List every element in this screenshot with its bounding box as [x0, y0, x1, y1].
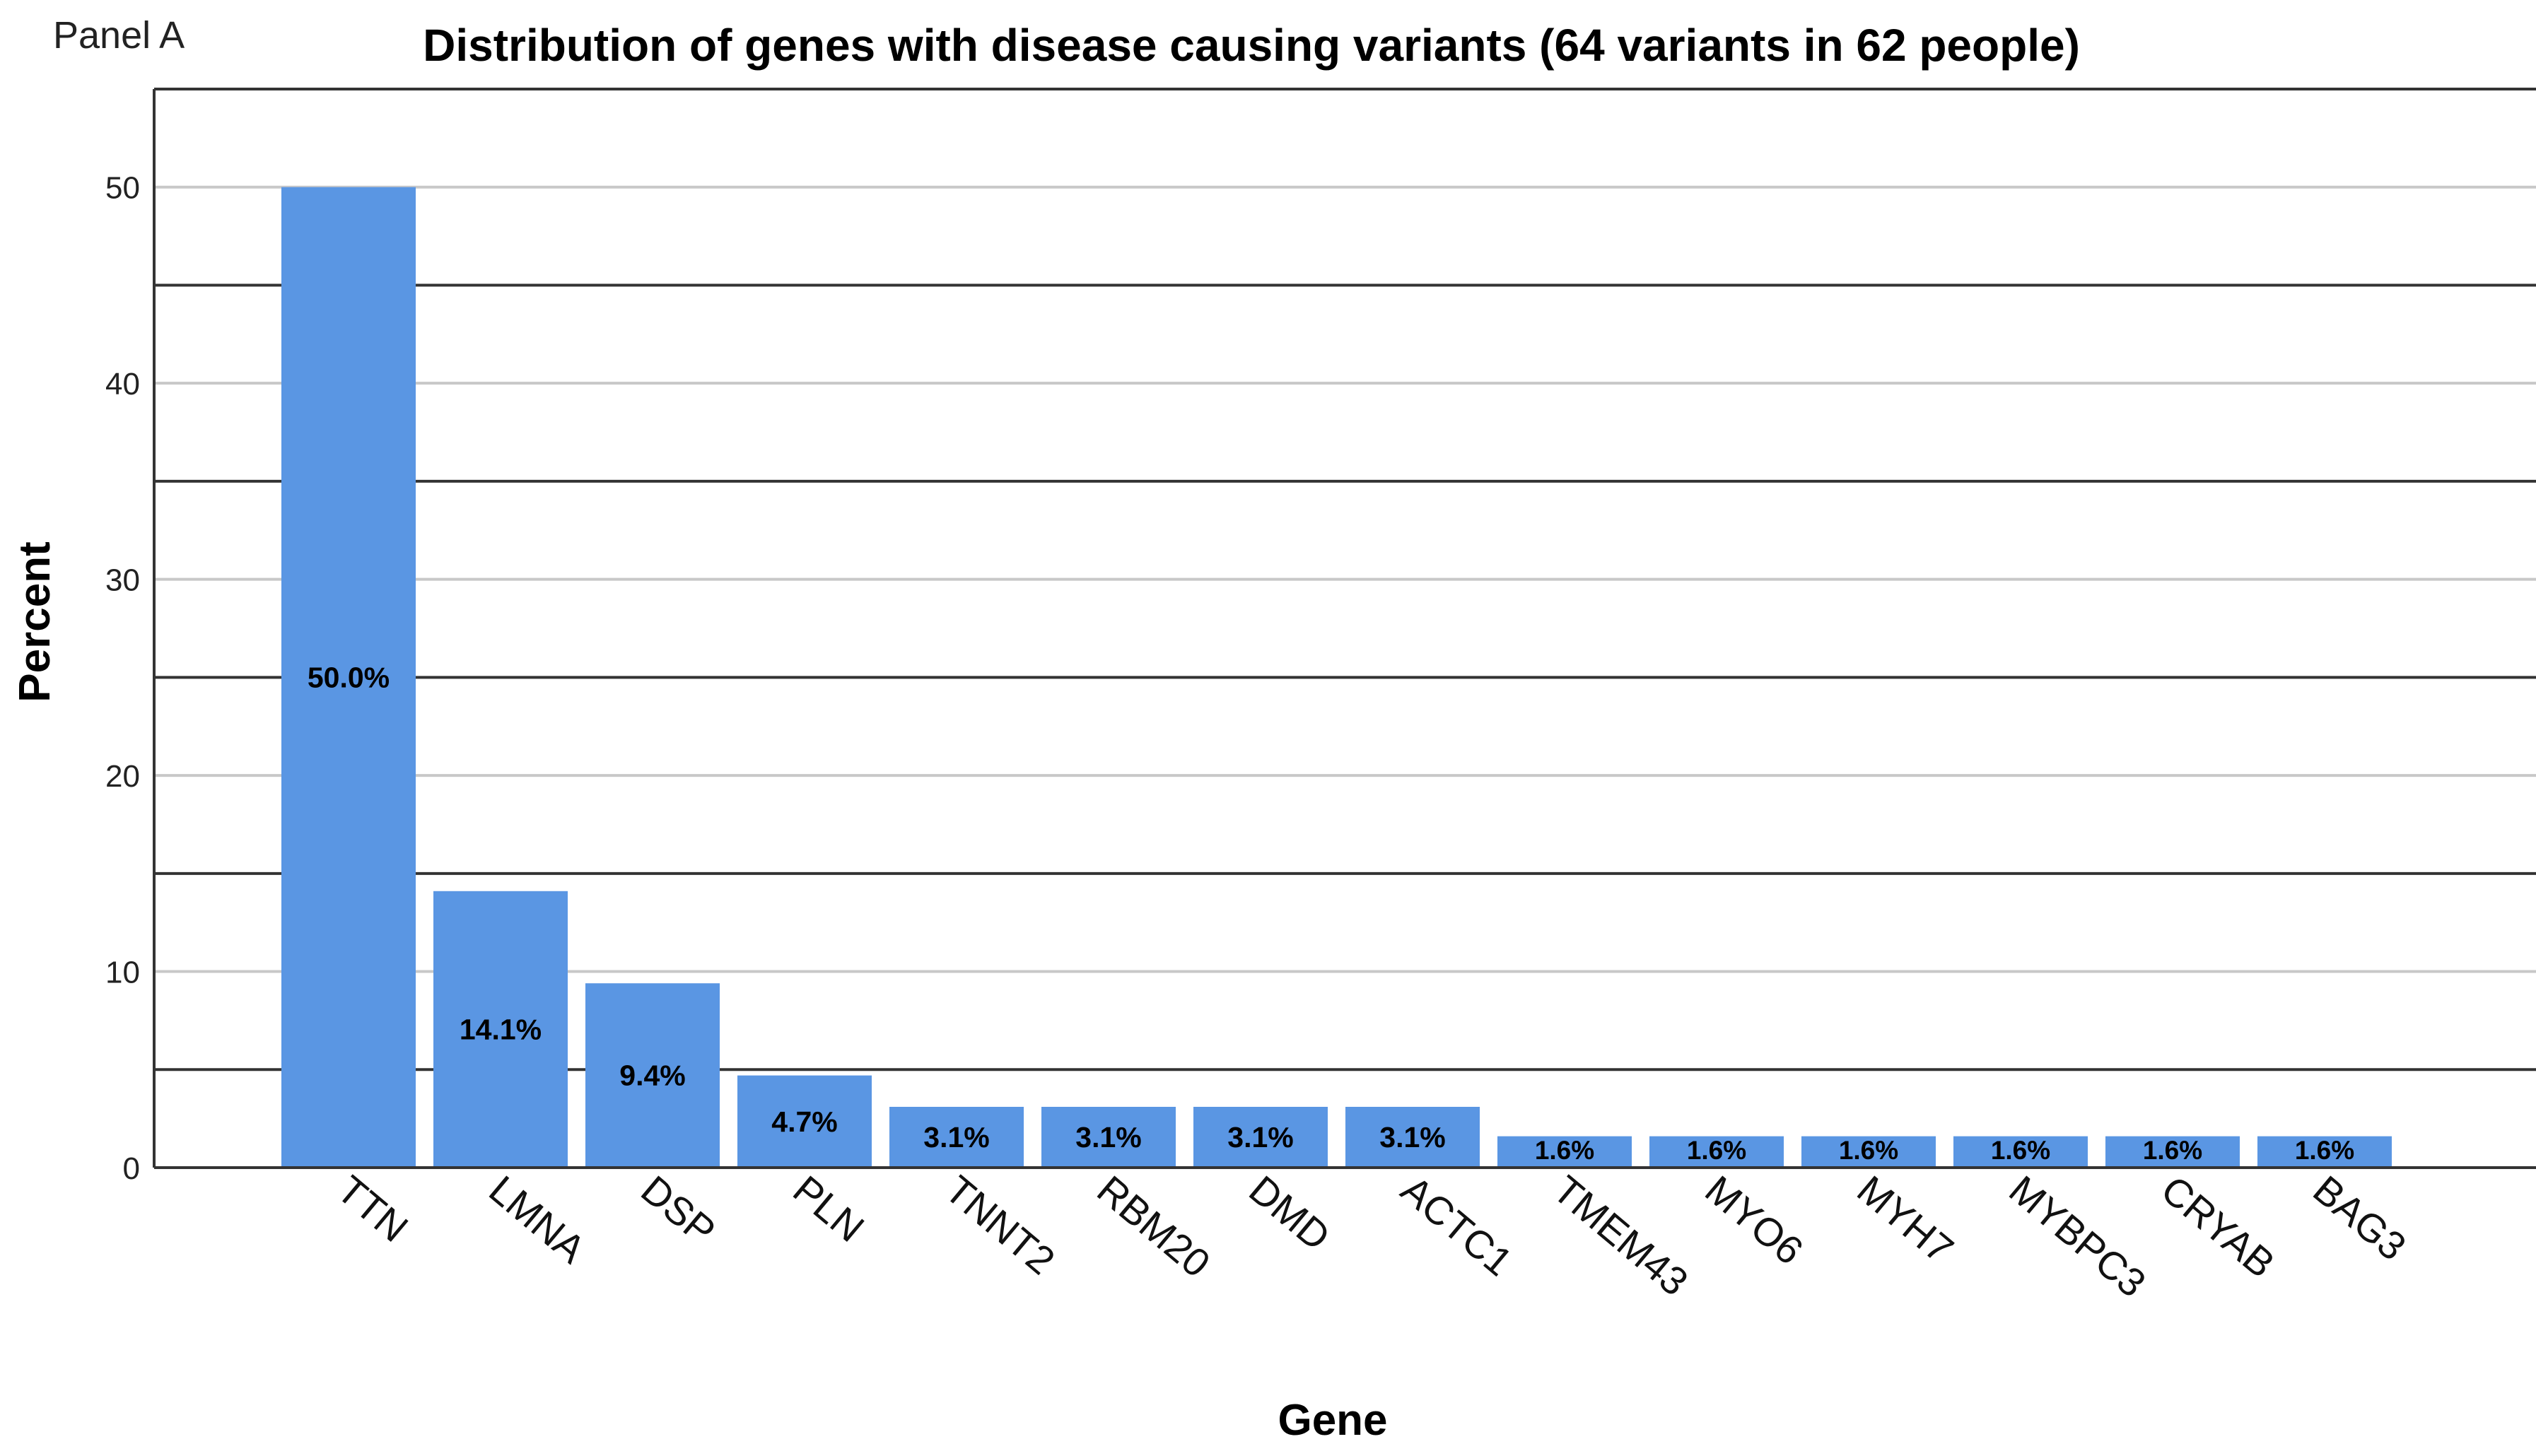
x-tick-label: TMEM43: [1545, 1167, 1697, 1304]
x-tick-label: DSP: [633, 1167, 724, 1253]
panel-label: Panel A: [53, 14, 185, 57]
bar-data-label: 1.6%: [2295, 1136, 2354, 1165]
x-tick-label: LMNA: [481, 1167, 594, 1272]
bar: [1041, 1106, 1176, 1168]
x-tick-label: TNNT2: [937, 1167, 1063, 1283]
bar: [1193, 1106, 1328, 1168]
y-tick-label: 30: [105, 563, 140, 598]
bar: [281, 187, 416, 1168]
bar: [1953, 1136, 2088, 1168]
bar-data-label: 3.1%: [1227, 1121, 1293, 1153]
bar: [1649, 1136, 1784, 1168]
y-tick-label: 20: [105, 759, 140, 794]
bar-data-label: 50.0%: [308, 661, 390, 693]
y-tick-label: 10: [105, 956, 140, 990]
bar: [585, 983, 720, 1168]
bar-data-label: 3.1%: [923, 1121, 989, 1153]
bar: [889, 1106, 1024, 1168]
bar: [1497, 1136, 1632, 1168]
bar-data-label: 1.6%: [1687, 1136, 1746, 1165]
bar: [737, 1075, 872, 1168]
bars: [281, 187, 2392, 1168]
bar: [2257, 1136, 2392, 1168]
bar-data-label: 3.1%: [1075, 1121, 1141, 1153]
bar-data-label: 9.4%: [619, 1059, 685, 1092]
x-tick-label: RBM20: [1089, 1167, 1219, 1286]
bar-data-labels: 50.0% 14.1% 9.4% 4.7% 3.1% 3.1% 3.1% 3.1% 1.6% 1.…: [308, 661, 2354, 1165]
x-tick-label: MYO6: [1697, 1167, 1811, 1273]
bar: [2105, 1136, 2240, 1168]
axes: [153, 89, 2536, 1169]
bar-data-label: 3.1%: [1379, 1121, 1445, 1153]
bar-data-label: 14.1%: [460, 1013, 542, 1045]
bar-data-label: 4.7%: [771, 1105, 837, 1138]
bar-data-label: 1.6%: [1535, 1136, 1594, 1165]
x-tick-label: ACTC1: [1393, 1167, 1521, 1284]
bar: [1801, 1136, 1936, 1168]
y-tick-label: 0: [123, 1151, 140, 1186]
x-tick-labels: TTN LMNA DSP PLN TNNT2 RBM20 DMD ACTC1 TMEM43 MYO…: [329, 1167, 2414, 1305]
bar-data-label: 1.6%: [2143, 1136, 2202, 1165]
chart-title: Distribution of genes with disease causi…: [423, 20, 2080, 71]
x-tick-label: DMD: [1241, 1167, 1338, 1259]
bar-data-label: 1.6%: [1839, 1136, 1898, 1165]
x-tick-label: BAG3: [2305, 1167, 2414, 1269]
bar: [433, 891, 568, 1168]
y-tick-label: 40: [105, 367, 140, 401]
x-tick-label: MYH7: [1849, 1167, 1962, 1272]
x-tick-label: CRYAB: [2153, 1167, 2283, 1286]
x-axis-title: Gene: [1278, 1396, 1387, 1445]
bar: [1345, 1106, 1480, 1168]
x-tick-label: PLN: [785, 1167, 872, 1250]
bar-data-label: 1.6%: [1991, 1136, 2050, 1165]
y-tick-labels: 0 10 20 30 40 50: [105, 171, 140, 1186]
y-tick-label: 50: [105, 171, 140, 206]
y-axis-title: Percent: [11, 541, 59, 702]
x-tick-label: MYBPC3: [2001, 1167, 2154, 1305]
x-tick-label: TTN: [329, 1167, 416, 1250]
